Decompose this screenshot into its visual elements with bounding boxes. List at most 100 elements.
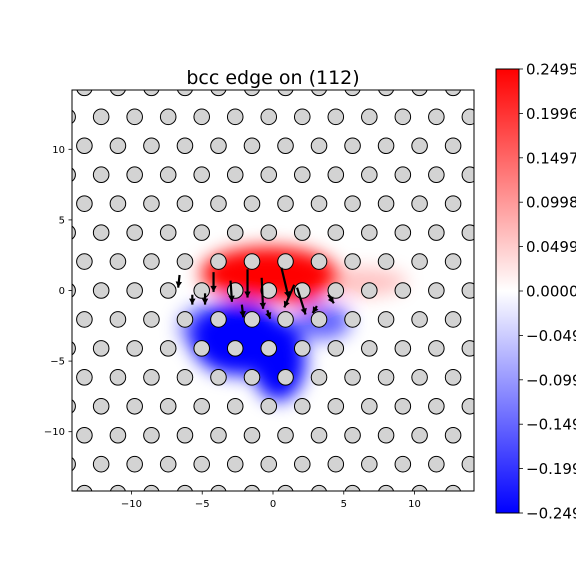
colorbar-tick-label: 0.1996 xyxy=(526,105,576,123)
colorbar-tick-label: 0.0998 xyxy=(526,194,576,212)
atom xyxy=(72,283,76,298)
atom xyxy=(210,426,227,444)
atom xyxy=(126,166,143,184)
atom xyxy=(378,90,395,97)
atom xyxy=(92,397,110,415)
atom xyxy=(92,340,110,357)
atom xyxy=(159,166,177,184)
atom xyxy=(226,455,244,473)
atom xyxy=(479,370,495,386)
field-blob-positive xyxy=(308,267,408,297)
atom xyxy=(394,224,412,241)
atom xyxy=(159,224,177,241)
atom xyxy=(193,108,211,126)
atom xyxy=(461,397,474,415)
atom xyxy=(210,253,227,270)
atom xyxy=(344,484,361,491)
atom xyxy=(260,282,278,299)
atom xyxy=(428,340,445,357)
atom xyxy=(72,341,76,356)
atom xyxy=(126,397,143,415)
atom xyxy=(411,253,428,270)
atom xyxy=(479,196,495,212)
colorbar-tick-label: −0.0499 xyxy=(526,327,576,345)
atom xyxy=(377,426,395,444)
atom xyxy=(159,340,177,357)
atom xyxy=(159,108,177,126)
atom xyxy=(109,311,127,328)
atom xyxy=(461,282,474,299)
y-tick-label: 5 xyxy=(59,215,65,226)
atom xyxy=(126,108,143,126)
atom xyxy=(394,282,412,299)
atom xyxy=(243,137,261,155)
atom xyxy=(277,311,294,328)
displacement-arrow xyxy=(244,269,251,298)
atom xyxy=(243,369,261,386)
atom xyxy=(344,195,361,212)
atom xyxy=(76,253,93,270)
atom xyxy=(72,457,76,472)
colorbar-tick-label: −0.1497 xyxy=(526,416,576,434)
atom xyxy=(76,484,93,491)
atom xyxy=(92,166,110,184)
atom xyxy=(361,397,378,415)
displacement-arrow xyxy=(201,293,209,305)
atom xyxy=(109,195,127,212)
atom xyxy=(277,253,294,270)
atom xyxy=(344,311,361,328)
atom xyxy=(159,455,177,473)
atom xyxy=(176,426,194,444)
atom xyxy=(210,369,227,386)
atom xyxy=(344,90,361,97)
atom xyxy=(92,282,110,299)
atom xyxy=(126,282,143,299)
atom xyxy=(378,484,395,491)
atom xyxy=(143,90,160,97)
atom xyxy=(428,397,445,415)
atom xyxy=(428,166,445,184)
atom xyxy=(92,224,110,241)
atom xyxy=(193,282,211,299)
atom xyxy=(479,427,495,443)
atom xyxy=(310,311,328,328)
atom xyxy=(310,195,328,212)
atom xyxy=(428,224,445,241)
atom xyxy=(411,195,428,212)
atom xyxy=(92,108,110,126)
atom xyxy=(444,195,462,212)
atom xyxy=(361,108,378,126)
atom xyxy=(293,455,311,473)
x-tick-label: −10 xyxy=(121,499,142,510)
atom xyxy=(344,369,361,386)
atom xyxy=(243,195,261,212)
atom xyxy=(226,166,244,184)
atom xyxy=(394,340,412,357)
atom xyxy=(226,108,244,126)
atom xyxy=(193,397,211,415)
displacement-arrow xyxy=(210,272,217,292)
atom xyxy=(461,166,474,184)
atom xyxy=(159,397,177,415)
atom xyxy=(394,166,412,184)
atom xyxy=(461,455,474,473)
colorbar-tick-label: 0.1497 xyxy=(526,149,576,167)
atom xyxy=(479,485,495,501)
atom xyxy=(277,90,294,97)
colorbar-tick-label: −0.2495 xyxy=(526,505,576,523)
atom xyxy=(260,224,278,241)
colorbar-tick-label: −0.0998 xyxy=(526,371,576,389)
atom xyxy=(176,253,194,270)
atom xyxy=(210,195,227,212)
atom xyxy=(394,397,412,415)
atom xyxy=(344,426,361,444)
atom xyxy=(394,455,412,473)
atom xyxy=(327,108,345,126)
atom xyxy=(226,224,244,241)
atom xyxy=(260,397,278,415)
atom xyxy=(193,340,211,357)
atom xyxy=(260,340,278,357)
atom xyxy=(176,195,194,212)
atom xyxy=(327,455,345,473)
